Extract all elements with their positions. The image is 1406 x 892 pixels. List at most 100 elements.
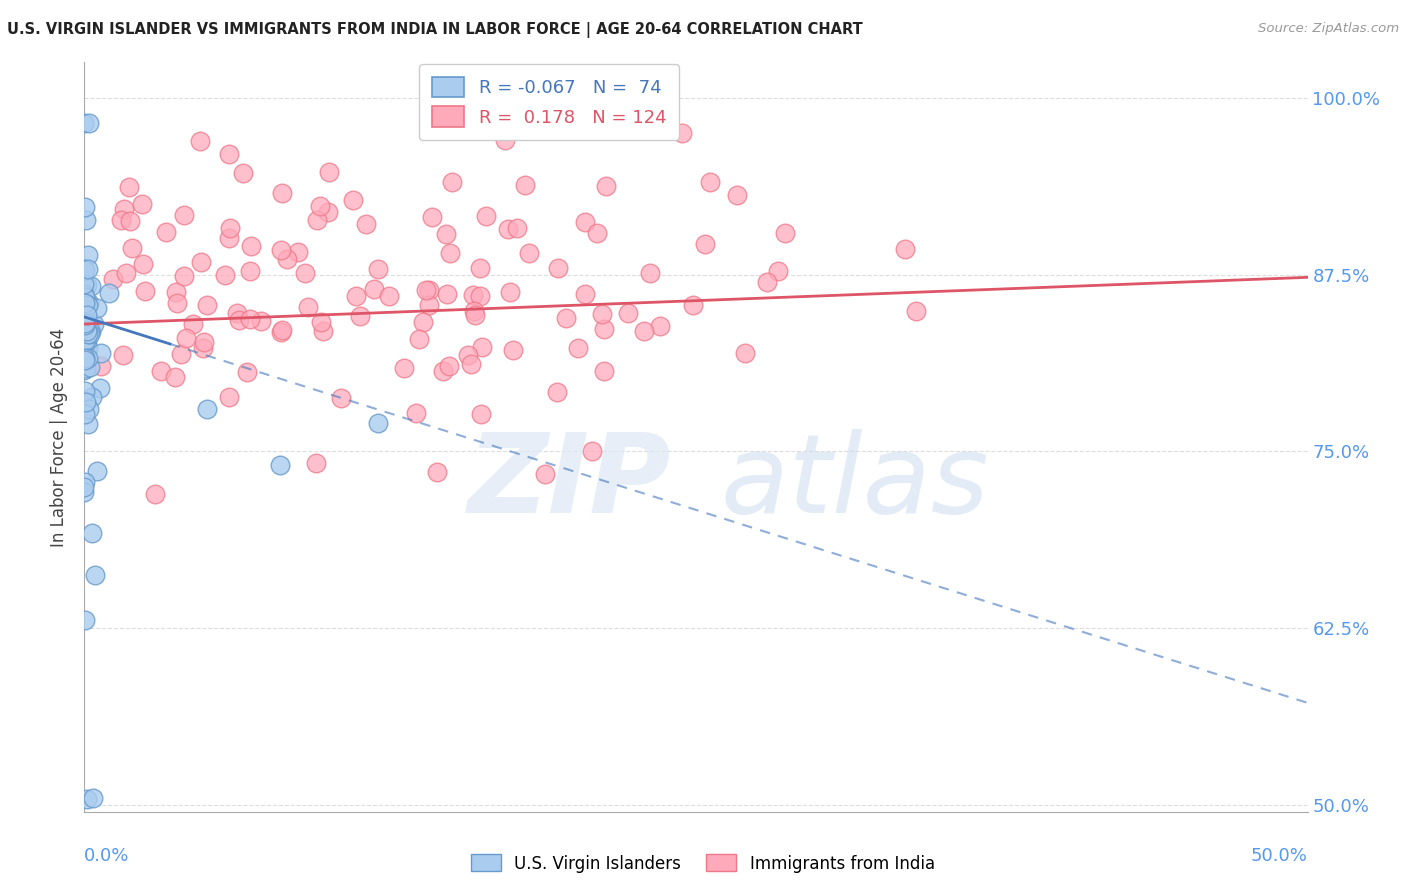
Point — [176, 331, 198, 345]
Point — [73, 326, 96, 340]
Point — [270, 243, 292, 257]
Point — [195, 401, 218, 416]
Point — [73, 363, 96, 377]
Point — [73, 322, 96, 336]
Point — [318, 165, 340, 179]
Point — [79, 324, 101, 338]
Point — [633, 324, 655, 338]
Point — [471, 340, 494, 354]
Point — [470, 260, 492, 275]
Point — [134, 285, 156, 299]
Point — [392, 361, 415, 376]
Point — [73, 290, 96, 304]
Point — [131, 197, 153, 211]
Point — [150, 364, 173, 378]
Point — [73, 480, 96, 494]
Point — [638, 266, 661, 280]
Point — [90, 359, 112, 373]
Point — [498, 285, 520, 299]
Point — [76, 297, 98, 311]
Point — [239, 264, 262, 278]
Point — [904, 304, 927, 318]
Point — [418, 298, 440, 312]
Point — [83, 317, 105, 331]
Point — [304, 456, 326, 470]
Point — [77, 262, 100, 277]
Point — [441, 175, 464, 189]
Point — [82, 790, 104, 805]
Point — [593, 322, 616, 336]
Point — [354, 217, 377, 231]
Point — [76, 324, 98, 338]
Point — [693, 237, 716, 252]
Point — [231, 166, 253, 180]
Point — [75, 395, 97, 409]
Point — [773, 226, 796, 240]
Point — [405, 406, 427, 420]
Point — [349, 309, 371, 323]
Point — [110, 212, 132, 227]
Point — [165, 285, 187, 299]
Point — [76, 295, 98, 310]
Point — [297, 300, 319, 314]
Point — [75, 334, 97, 348]
Point — [173, 269, 195, 284]
Point — [305, 212, 328, 227]
Point — [75, 314, 97, 328]
Text: U.S. VIRGIN ISLANDER VS IMMIGRANTS FROM INDIA IN LABOR FORCE | AGE 20-64 CORRELA: U.S. VIRGIN ISLANDER VS IMMIGRANTS FROM … — [7, 22, 863, 38]
Point — [155, 226, 177, 240]
Point — [239, 312, 262, 326]
Point — [77, 323, 100, 337]
Text: Source: ZipAtlas.com: Source: ZipAtlas.com — [1258, 22, 1399, 36]
Point — [73, 314, 96, 328]
Point — [506, 220, 529, 235]
Point — [73, 262, 96, 277]
Point — [165, 370, 187, 384]
Point — [214, 268, 236, 283]
Point — [418, 283, 440, 297]
Point — [367, 416, 389, 430]
Point — [83, 568, 105, 582]
Point — [73, 353, 96, 368]
Point — [75, 322, 97, 336]
Point — [308, 199, 330, 213]
Text: 50.0%: 50.0% — [1251, 847, 1308, 865]
Point — [143, 486, 166, 500]
Point — [734, 345, 756, 359]
Point — [425, 466, 447, 480]
Point — [188, 134, 211, 148]
Point — [460, 357, 482, 371]
Point — [76, 248, 98, 262]
Point — [75, 329, 97, 343]
Point — [195, 298, 218, 312]
Point — [240, 239, 263, 253]
Point — [415, 283, 437, 297]
Point — [73, 356, 96, 370]
Point — [378, 289, 401, 303]
Point — [434, 227, 457, 241]
Point — [76, 791, 98, 805]
Point — [77, 296, 100, 310]
Point — [73, 277, 96, 292]
Point — [581, 443, 603, 458]
Point — [218, 147, 240, 161]
Point — [77, 116, 100, 130]
Point — [190, 254, 212, 268]
Point — [193, 335, 215, 350]
Point — [650, 318, 672, 333]
Point — [73, 342, 96, 356]
Point — [436, 287, 458, 301]
Point — [111, 348, 134, 362]
Point — [75, 212, 97, 227]
Point — [103, 272, 125, 286]
Point — [591, 307, 613, 321]
Point — [75, 318, 97, 332]
Point — [75, 351, 97, 365]
Point — [79, 359, 101, 374]
Point — [363, 282, 385, 296]
Point — [494, 133, 516, 147]
Point — [496, 221, 519, 235]
Point — [75, 309, 97, 323]
Point — [73, 200, 96, 214]
Point — [894, 242, 917, 256]
